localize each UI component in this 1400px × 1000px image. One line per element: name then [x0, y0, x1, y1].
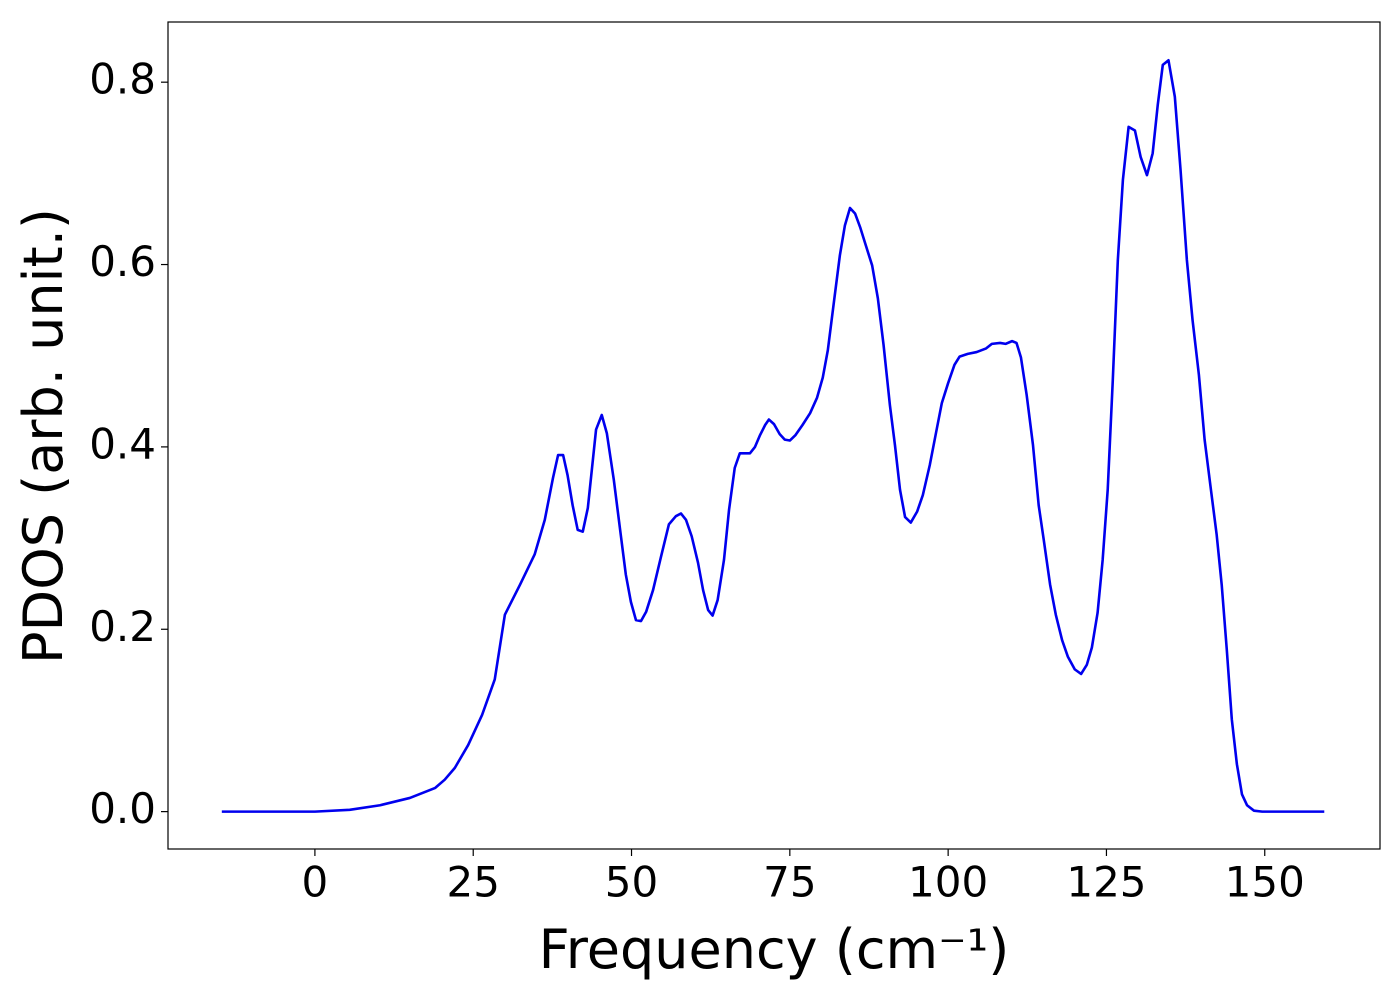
y-axis-label: PDOS (arb. unit.)	[12, 208, 75, 664]
pdos-line	[221, 59, 1325, 813]
y-tick-label: 0.8	[89, 55, 156, 104]
y-tick-label: 0.2	[89, 602, 156, 651]
x-tick-label: 100	[908, 858, 988, 907]
plot-frame	[167, 21, 1381, 850]
x-tick-label: 150	[1225, 858, 1305, 907]
x-tick-label: 25	[446, 858, 499, 907]
x-tick-label: 125	[1066, 858, 1146, 907]
x-axis-label: Frequency (cm⁻¹)	[539, 918, 1010, 981]
x-tick-label: 0	[302, 858, 329, 907]
x-tick-label: 75	[763, 858, 816, 907]
y-tick-label: 0.6	[89, 237, 156, 286]
y-tick-label: 0.4	[89, 419, 156, 468]
x-tick-label: 50	[605, 858, 658, 907]
y-tick-label: 0.0	[89, 784, 156, 833]
